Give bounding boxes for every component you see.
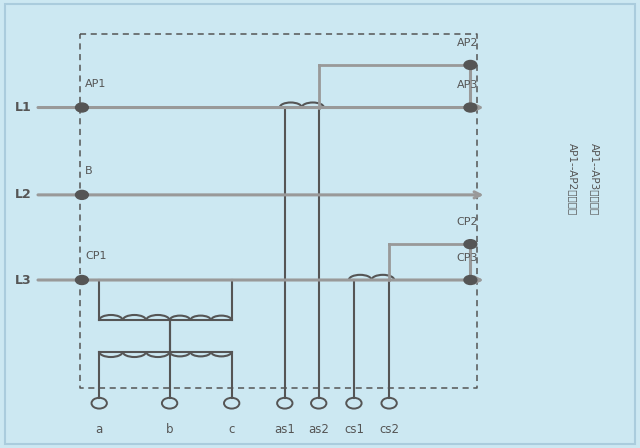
Text: AP3: AP3 xyxy=(456,81,478,90)
Text: b: b xyxy=(166,422,173,436)
Text: AP2: AP2 xyxy=(456,38,478,48)
Text: AP1: AP1 xyxy=(85,79,106,89)
Text: cs1: cs1 xyxy=(344,422,364,436)
Circle shape xyxy=(464,103,477,112)
Text: L1: L1 xyxy=(15,101,32,114)
Text: c: c xyxy=(228,422,235,436)
Text: CP3: CP3 xyxy=(456,253,478,263)
Circle shape xyxy=(464,240,477,249)
Text: a: a xyxy=(95,422,103,436)
Circle shape xyxy=(464,276,477,284)
Text: cs2: cs2 xyxy=(379,422,399,436)
Text: CP2: CP2 xyxy=(456,217,478,227)
Circle shape xyxy=(76,103,88,112)
Circle shape xyxy=(76,276,88,284)
Text: L3: L3 xyxy=(15,273,32,287)
Text: L2: L2 xyxy=(15,188,32,202)
Text: AP1--AP2：大变比: AP1--AP2：大变比 xyxy=(568,143,578,215)
Circle shape xyxy=(76,190,88,199)
Text: as1: as1 xyxy=(275,422,295,436)
Text: AP1--AP3：小变比: AP1--AP3：小变比 xyxy=(590,143,600,215)
Text: CP1: CP1 xyxy=(85,251,107,261)
Circle shape xyxy=(464,60,477,69)
Text: B: B xyxy=(85,166,93,176)
Text: as2: as2 xyxy=(308,422,329,436)
